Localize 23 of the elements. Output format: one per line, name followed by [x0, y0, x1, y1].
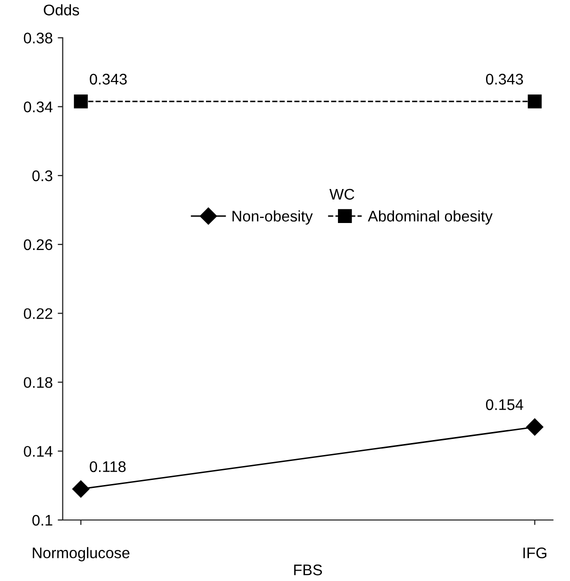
y-tick-label: 0.22 [24, 308, 52, 320]
data-label: 0.154 [486, 399, 524, 410]
legend-label: Abdominal obesity [368, 210, 493, 225]
legend-label: Non-obesity [232, 210, 313, 225]
x-tick-label: IFG [523, 547, 546, 558]
point [528, 94, 542, 108]
data-label: 0.343 [90, 74, 127, 85]
data-label: 0.343 [486, 74, 523, 85]
x-axis-title: FBS [294, 564, 322, 576]
point [72, 480, 90, 498]
y-tick-label: 0.38 [24, 32, 52, 44]
y-tick-label: 0.3 [32, 170, 52, 182]
point [74, 94, 88, 108]
legend-title: WC [329, 188, 354, 200]
data-label: 0.118 [90, 461, 126, 472]
y-tick-label: 0.34 [24, 102, 53, 112]
point [526, 418, 544, 436]
y-axis-title: Odds [44, 4, 80, 16]
x-tick-label: Normoglucose [32, 547, 130, 562]
y-tick-label: 0.26 [24, 239, 52, 250]
y-tick-label: 0.14 [24, 446, 53, 457]
y-tick-label: 0.18 [24, 377, 52, 388]
y-tick-label: 0.1 [32, 514, 52, 526]
